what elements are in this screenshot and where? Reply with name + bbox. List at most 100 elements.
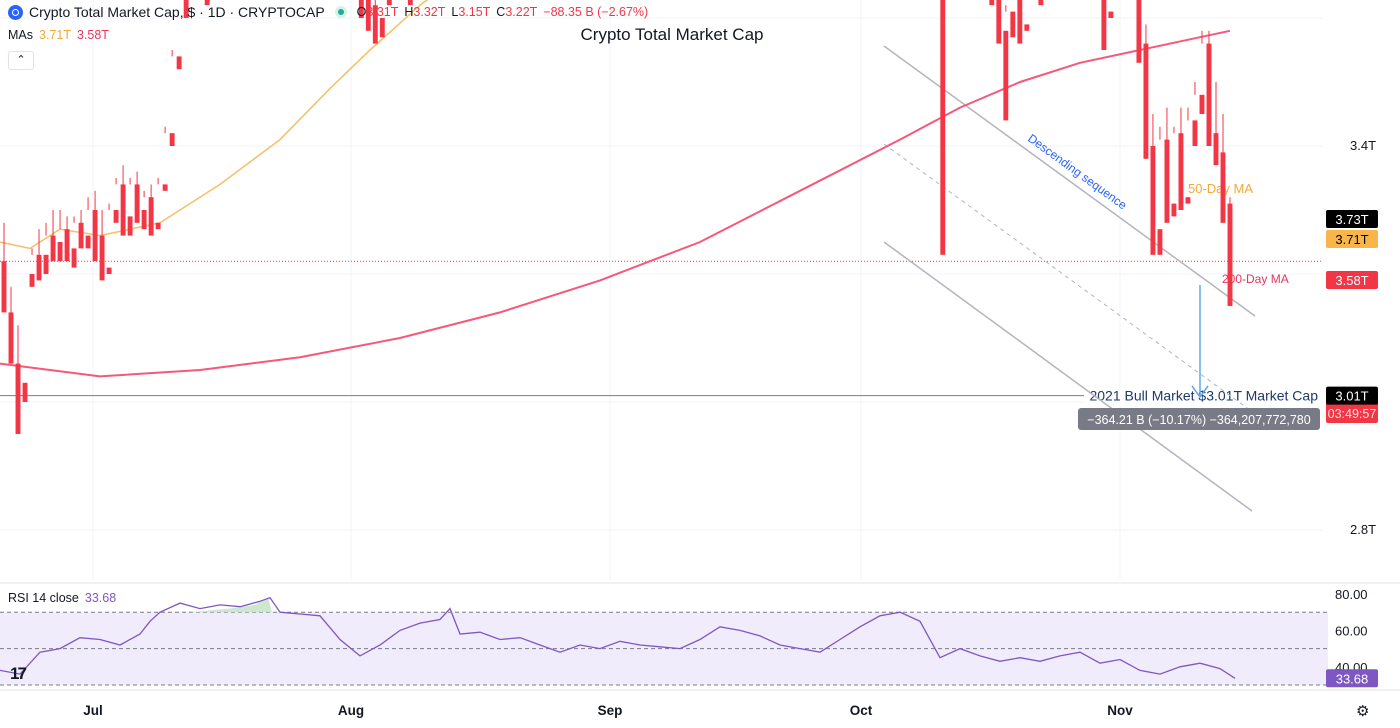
candle-body — [1220, 152, 1226, 223]
x-tick-label: Nov — [1107, 703, 1133, 718]
cryptocap-logo-icon — [8, 4, 23, 20]
candle-body — [169, 133, 175, 146]
candle-body — [148, 197, 154, 236]
candle-body — [1171, 203, 1177, 217]
candle-body — [1164, 139, 1170, 223]
bull-2021-label-bg — [1084, 386, 1322, 405]
y-tick-label: 2.8T — [1350, 522, 1376, 537]
rsi-value-tag-bg — [1326, 669, 1378, 688]
bull-2021-label: 2021 Bull Market $3.01T Market Cap — [1089, 388, 1318, 404]
chart-title: Crypto Total Market Cap — [581, 25, 764, 44]
candle-body — [155, 222, 161, 230]
candle-body — [1199, 94, 1205, 114]
candle-body — [204, 0, 210, 6]
candle-body — [1101, 0, 1107, 50]
ma50-value: 3.71T — [39, 28, 71, 42]
rsi-title: RSI 14 close — [8, 591, 79, 605]
market-status-icon — [334, 6, 347, 18]
candle-body — [8, 312, 14, 364]
candle-body — [92, 210, 98, 262]
channel-upper-line — [883, 45, 1256, 317]
candle-body — [57, 242, 63, 262]
channel-lower-line — [883, 241, 1253, 512]
ohlc-values: O3.31T H3.32T L3.15T C3.22T −88.35 B (−2… — [356, 5, 649, 19]
chevron-up-icon: ⌃ — [16, 54, 26, 66]
candle-body — [1024, 24, 1030, 31]
candle-body — [64, 229, 70, 262]
candle-body — [50, 235, 56, 262]
candle-body — [141, 210, 147, 230]
symbol-title[interactable]: Crypto Total Market Cap, $ · 1D · CRYPTO… — [29, 4, 325, 20]
candle-body — [1003, 30, 1009, 121]
symbol-legend: Crypto Total Market Cap, $ · 1D · CRYPTO… — [8, 4, 648, 20]
candle-body — [1150, 146, 1156, 255]
rsi-value: 33.68 — [84, 591, 117, 605]
gear-icon[interactable]: ⚙ — [1356, 703, 1370, 720]
candle-body — [1, 261, 7, 313]
bar-countdown: 03:49:57 — [1328, 407, 1377, 421]
rsi-tick-label: 60.00 — [1335, 623, 1368, 638]
candle-body — [1206, 43, 1212, 146]
candle-body — [106, 267, 112, 274]
candle-body — [22, 382, 28, 402]
candle-body — [379, 18, 385, 38]
measure-label: −364.21 B (−10.17%) −364,207,772,780 — [1087, 413, 1310, 427]
candle-body — [1038, 0, 1044, 6]
x-tick-label: Oct — [850, 703, 873, 718]
rsi-legend[interactable]: RSI 14 close 33.68 — [8, 591, 116, 605]
candle-body — [78, 222, 84, 249]
candle-body — [1017, 0, 1023, 44]
candle-body — [43, 254, 49, 274]
rsi-line — [0, 596, 1236, 679]
candle-body — [386, 0, 392, 6]
price-change: −88.35 B (−2.67%) — [543, 5, 649, 19]
candle-body — [113, 210, 119, 223]
candle-body — [1108, 11, 1114, 18]
candle-body — [120, 184, 126, 236]
measure-arrow-head — [1191, 385, 1209, 399]
candle-body — [85, 235, 91, 249]
candle-body — [162, 184, 168, 191]
mas-label: MAs — [8, 28, 33, 42]
candle-body — [15, 363, 21, 434]
record-2024-price-tag-bg — [1326, 210, 1378, 228]
candle-body — [176, 56, 182, 70]
candle-body — [1143, 43, 1149, 159]
x-tick-label: Aug — [338, 703, 364, 718]
record-2024-price-tag: 3.73T — [1335, 212, 1368, 227]
ma200-value: 3.58T — [76, 28, 109, 42]
candle-body — [1213, 133, 1219, 166]
bull-2021-price-tag: 3.01T — [1335, 389, 1368, 404]
candle-body — [29, 274, 35, 287]
candle-body — [996, 0, 1002, 44]
descending-sequence-label: Descending sequence — [1025, 131, 1130, 212]
candle-body — [1185, 197, 1191, 204]
ma50-price-tag: 3.71T — [1335, 232, 1368, 247]
rsi-overbought-fill — [190, 597, 272, 613]
collapse-legend-button[interactable]: ⌃ — [8, 51, 34, 70]
candle-body — [1178, 133, 1184, 210]
candle-body — [407, 0, 413, 6]
tradingview-logo-icon[interactable]: 17 — [10, 664, 27, 683]
candle-body — [1010, 11, 1016, 38]
candle-body — [1227, 203, 1233, 306]
rsi-tick-label: 80.00 — [1335, 587, 1368, 602]
candle-body — [99, 235, 105, 281]
candle-body — [134, 184, 140, 223]
measure-label-bg — [1078, 408, 1320, 430]
ma50-price-tag-bg — [1326, 230, 1378, 248]
ma200-label: 200-Day MA — [1222, 272, 1289, 286]
candle-body — [71, 248, 77, 268]
moving-averages-legend[interactable]: MAs 3.71T 3.58T — [8, 28, 109, 42]
candle-body — [1136, 0, 1142, 63]
x-tick-label: Jul — [83, 703, 103, 718]
candle-body — [36, 254, 42, 281]
candle-body — [1157, 229, 1163, 255]
candle-body — [365, 0, 371, 31]
ma200-price-tag-bg — [1326, 271, 1378, 289]
rsi-value-tag: 33.68 — [1336, 671, 1369, 686]
ma200-price-tag: 3.58T — [1335, 273, 1368, 288]
bull-2021-price-tag-bg — [1326, 386, 1378, 405]
